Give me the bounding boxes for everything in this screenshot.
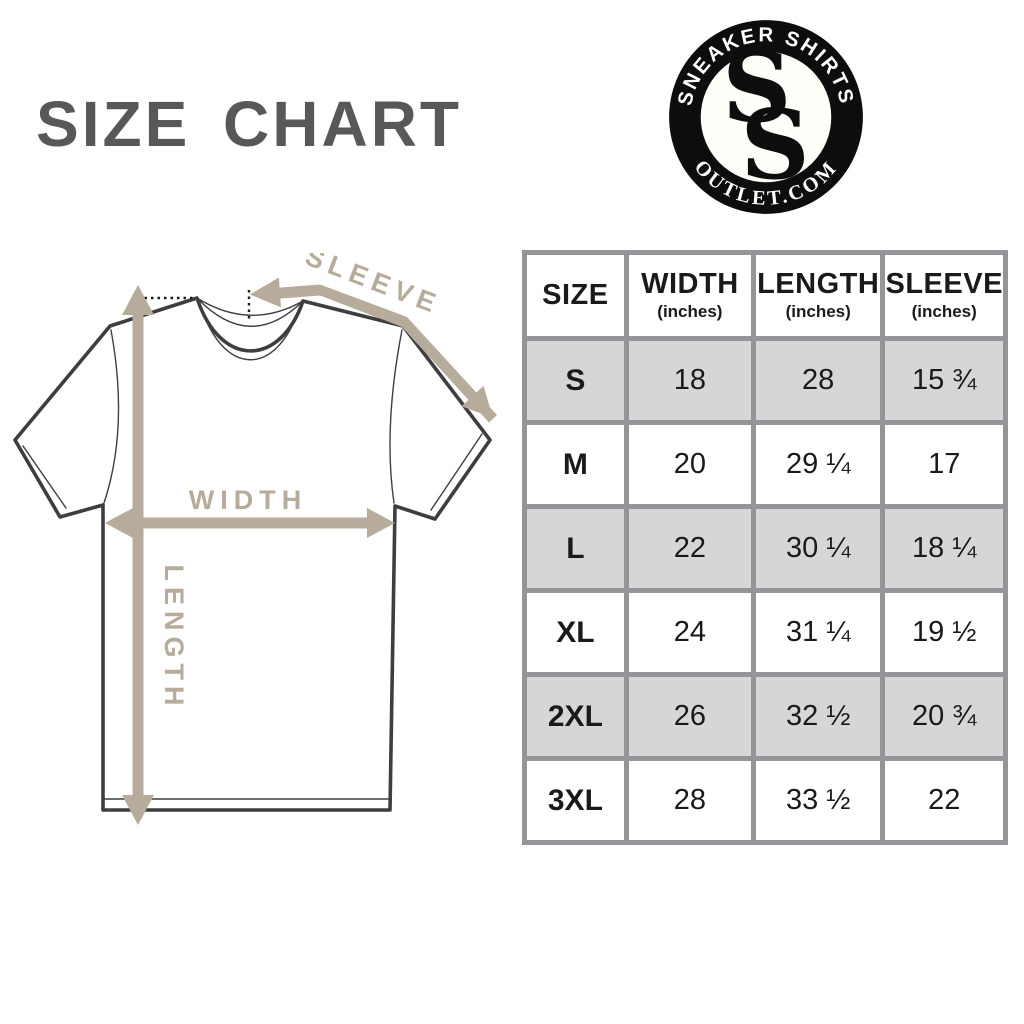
right-armhole-seam — [389, 329, 403, 504]
cell-size: 2XL — [527, 677, 624, 756]
length-arrow — [122, 285, 154, 825]
collar-band-top-line — [196, 297, 304, 327]
logo-ss-monogram: S S — [722, 31, 810, 201]
cell-length: 31 ¼ — [755, 593, 881, 672]
cell-width: 18 — [628, 341, 751, 420]
table-row-m: M 20 29 ¼ 17 — [527, 425, 1003, 504]
length-label: LENGTH — [159, 565, 189, 712]
cell-sleeve: 19 ½ — [885, 593, 1003, 672]
collar-back-line — [196, 297, 304, 316]
width-label: WIDTH — [189, 485, 307, 515]
table-row-xl: XL 24 31 ¼ 19 ½ — [527, 593, 1003, 672]
cell-sleeve: 22 — [885, 761, 1003, 840]
cell-width: 24 — [628, 593, 751, 672]
size-table: SIZE WIDTH (inches) LENGTH (inches) SLEEVE (in… — [522, 250, 1008, 845]
right-cuff-seam — [430, 433, 483, 511]
cell-size: 3XL — [527, 761, 624, 840]
cell-width: 22 — [628, 509, 751, 588]
table-row-s: S 18 28 15 ¾ — [527, 341, 1003, 420]
cell-length: 32 ½ — [755, 677, 881, 756]
brand-logo-icon: SNEAKER SHIRTS OUTLET.COM S S — [665, 16, 867, 218]
table-row-3xl: 3XL 28 33 ½ 22 — [527, 761, 1003, 840]
brand-logo: SNEAKER SHIRTS OUTLET.COM S S — [664, 15, 868, 219]
cell-length: 28 — [755, 341, 881, 420]
left-cuff-seam — [22, 445, 67, 509]
cell-sleeve: 18 ¼ — [885, 509, 1003, 588]
tshirt-diagram-svg: WIDTH LENGTH SLEEVE — [13, 241, 497, 825]
width-arrow — [105, 508, 395, 538]
sleeve-arrow — [250, 277, 497, 423]
cell-sleeve: 17 — [885, 425, 1003, 504]
logo-inner-circle — [700, 51, 832, 183]
cell-sleeve: 20 ¾ — [885, 677, 1003, 756]
cell-width: 28 — [628, 761, 751, 840]
page-title: SIZE CHART — [36, 88, 462, 160]
column-header-size: SIZE — [527, 255, 624, 336]
table-row-2xl: 2XL 26 32 ½ 20 ¾ — [527, 677, 1003, 756]
cell-size: M — [527, 425, 624, 504]
tshirt-diagram: WIDTH LENGTH SLEEVE — [10, 241, 520, 837]
left-armhole-seam — [103, 329, 120, 504]
cell-width: 20 — [628, 425, 751, 504]
cell-length: 30 ¼ — [755, 509, 881, 588]
column-header-width: WIDTH (inches) — [628, 255, 751, 336]
size-table-header-row: SIZE WIDTH (inches) LENGTH (inches) SLEEVE (in… — [527, 255, 1003, 336]
cell-sleeve: 15 ¾ — [885, 341, 1003, 420]
column-header-length: LENGTH (inches) — [755, 255, 881, 336]
table-row-l: L 22 30 ¼ 18 ¼ — [527, 509, 1003, 588]
cell-size: L — [527, 509, 624, 588]
cell-length: 33 ½ — [755, 761, 881, 840]
column-header-sleeve: SLEEVE (inches) — [885, 255, 1003, 336]
cell-width: 26 — [628, 677, 751, 756]
cell-size: S — [527, 341, 624, 420]
size-table-body: S 18 28 15 ¾ M 20 29 ¼ 17 L 22 30 ¼ 18 ¼ XL 24 31 ¼ 19 … — [527, 341, 1003, 840]
collar-stitch-line — [200, 306, 300, 361]
tshirt-outline — [13, 296, 492, 812]
cell-length: 29 ¼ — [755, 425, 881, 504]
svg-text:S: S — [722, 31, 791, 144]
svg-text:S: S — [741, 88, 810, 201]
cell-size: XL — [527, 593, 624, 672]
